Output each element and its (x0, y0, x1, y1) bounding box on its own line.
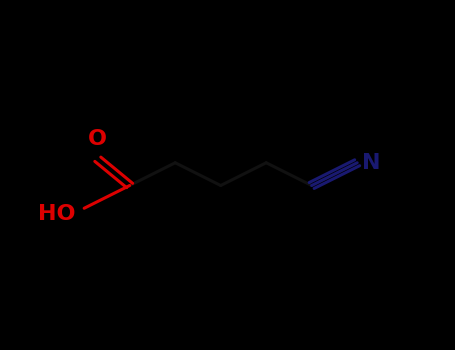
Text: N: N (362, 153, 380, 173)
Text: O: O (88, 129, 107, 149)
Text: HO: HO (38, 203, 75, 224)
